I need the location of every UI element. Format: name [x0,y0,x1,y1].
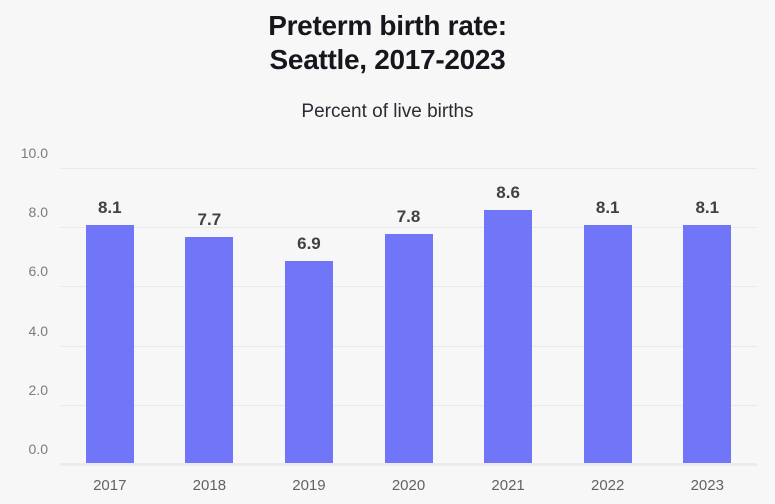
bar [484,210,533,465]
x-axis-label: 2018 [192,477,227,494]
bar [284,260,333,465]
x-axis-label: 2023 [690,477,724,494]
y-tick-label: 2.0 [28,381,48,398]
chart-subtitle: Percent of live births [301,101,474,123]
bar [384,234,433,465]
y-tick-label: 10.0 [20,145,48,161]
x-axis-label: 2022 [590,477,625,494]
x-axis-label: 2017 [93,477,127,494]
bar-group: 8.1 2017 [60,169,160,494]
bar-value-label: 8.1 [97,198,122,218]
bar-group: 6.9 2019 [259,169,359,494]
y-tick-label: 4.0 [28,322,48,339]
x-axis-label: 2019 [292,477,326,494]
bar [683,225,732,465]
y-tick-label: 6.0 [28,263,48,280]
bar [85,225,134,465]
bar-value-label: 6.9 [297,233,321,253]
bar-group: 8.1 2022 [558,169,658,494]
bar-group: 8.1 2023 [657,169,757,494]
gridline [60,168,757,169]
plot-area: 8.1 2017 7.7 2018 6.9 2019 7.8 2020 8.6 2021 8.1 20… [21,145,757,494]
bar-value-label: 8.1 [695,198,720,218]
bar-group: 7.8 2020 [359,169,459,494]
gridline [60,227,757,229]
bar-group: 7.7 2018 [160,169,260,494]
bar-value-label: 7.7 [197,210,222,230]
chart-title: Preterm birth rate: Seattle, 2017-2023 [268,10,507,75]
x-axis-label: 2020 [391,477,426,494]
bar-value-label: 8.1 [595,198,620,218]
x-axis-baseline [60,463,757,465]
x-axis-label: 2021 [491,477,525,494]
y-tick-label: 0.0 [28,441,48,457]
bar-value-label: 8.6 [496,183,520,203]
chart-header: Preterm birth rate: Seattle, 2017-2023 P… [0,0,775,123]
bar [185,237,234,465]
bars-row: 8.1 2017 7.7 2018 6.9 2019 7.8 2020 8.6 2021 8.1 20… [60,169,757,494]
bar [583,225,632,465]
bar-group: 8.6 2021 [458,169,558,494]
y-tick-label: 8.0 [28,204,48,221]
bar-value-label: 7.8 [396,207,421,227]
